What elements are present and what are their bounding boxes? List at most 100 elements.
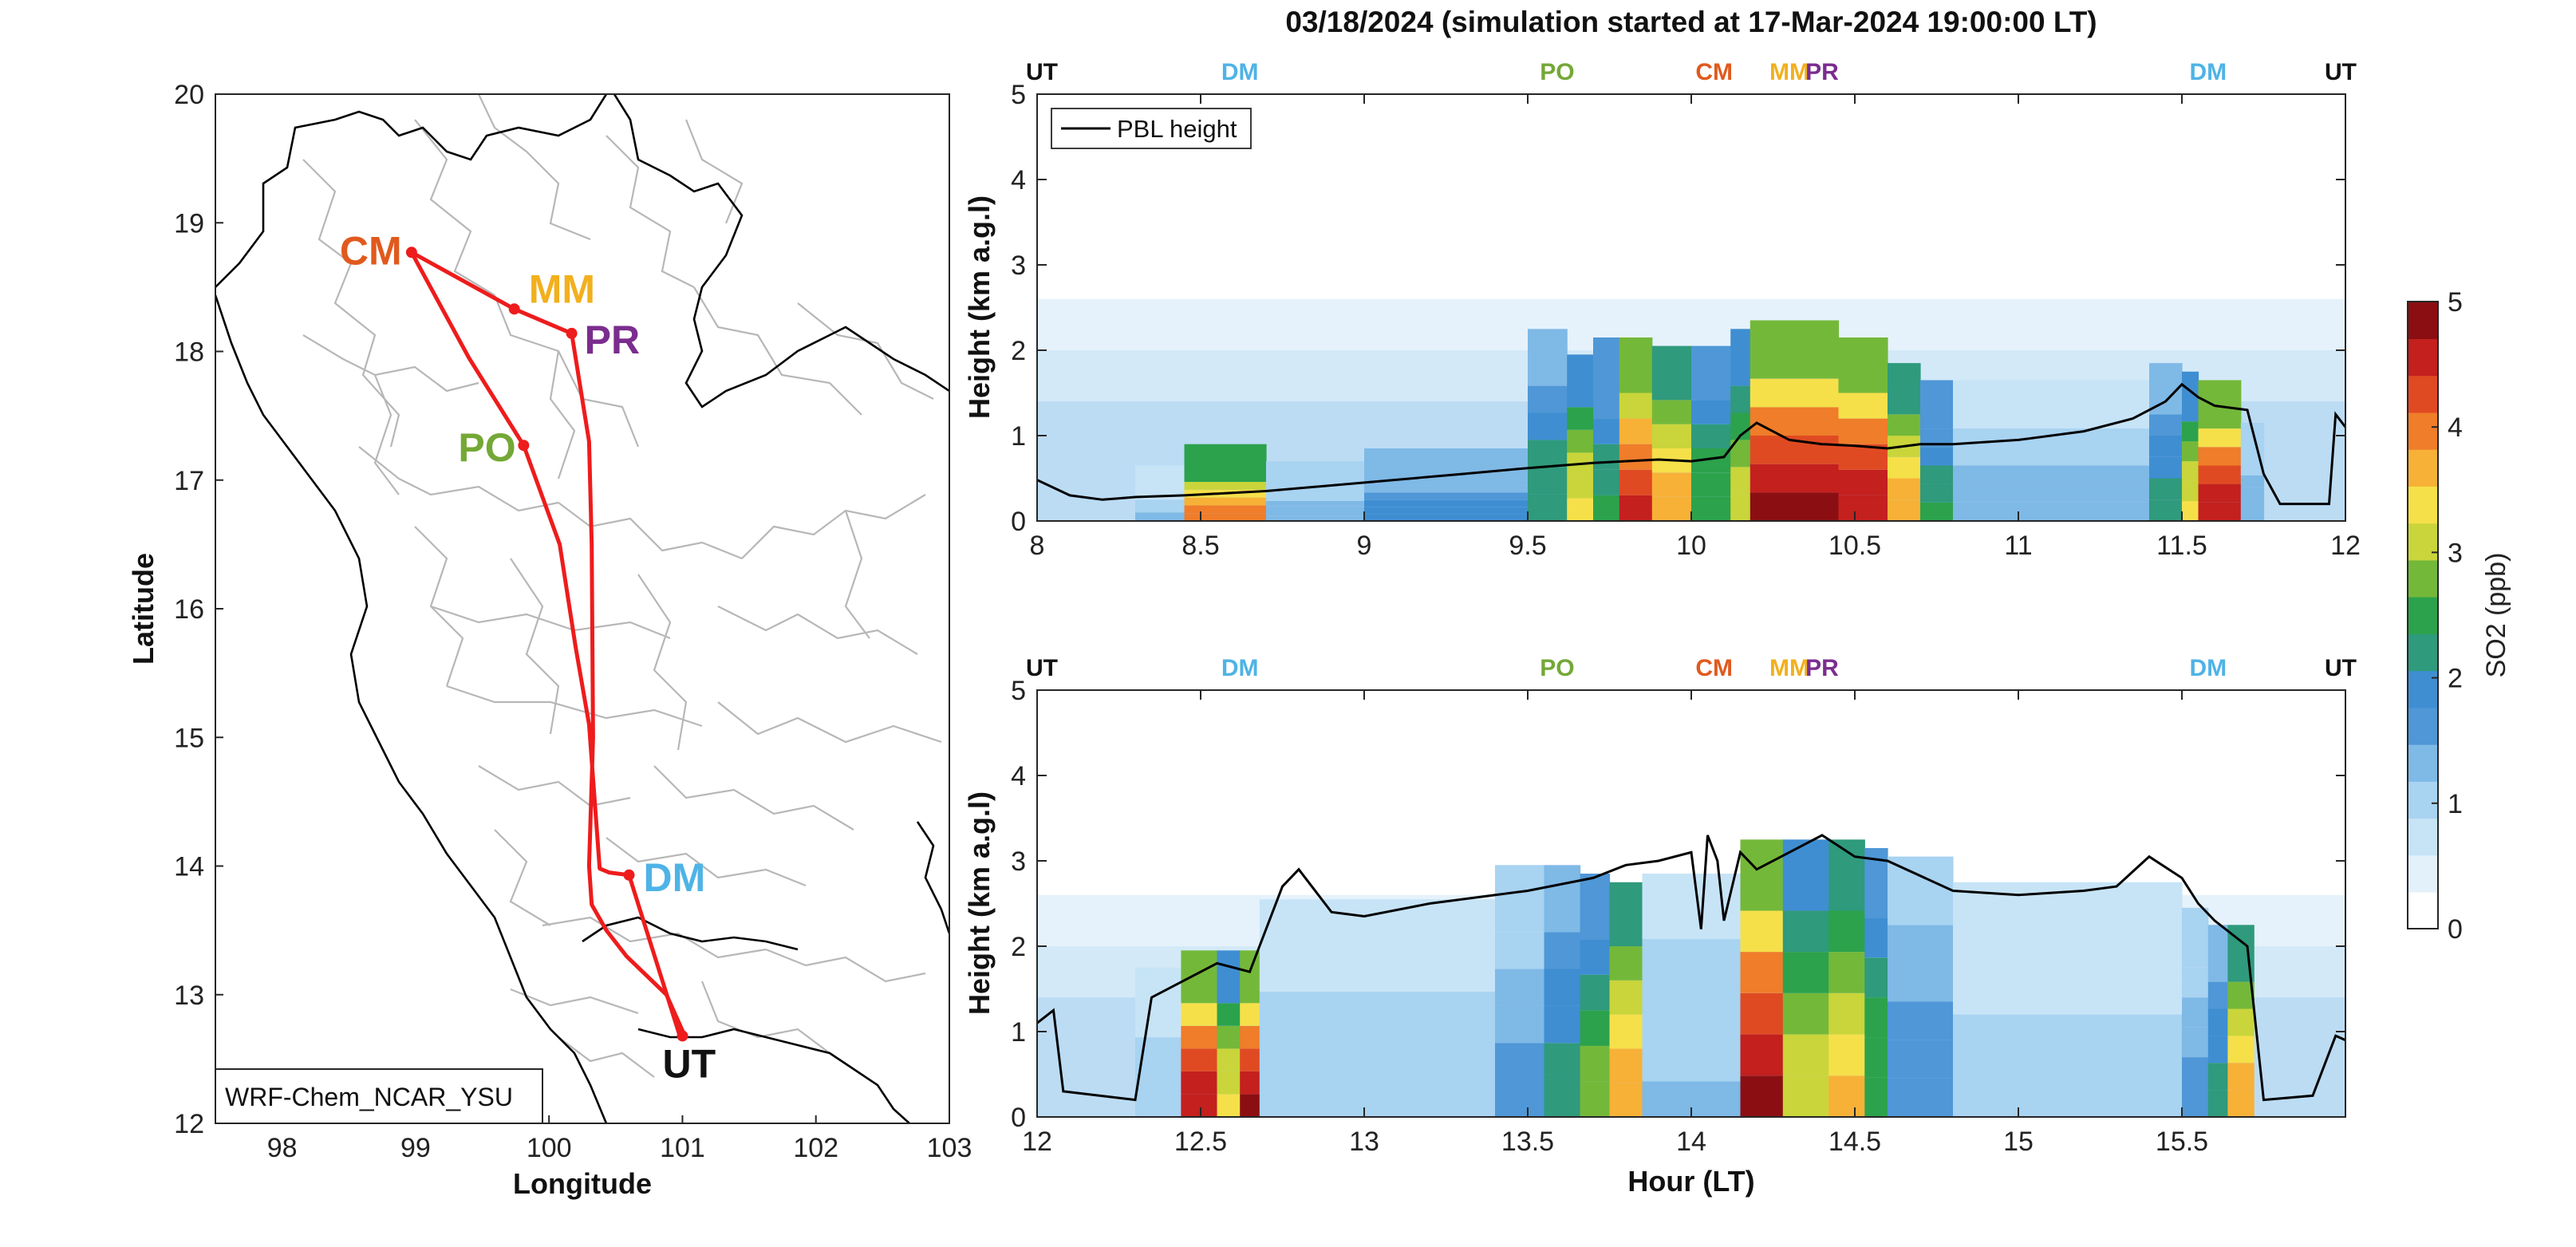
top-y-tick-label: 5 (1011, 80, 1026, 110)
so2-cell (1495, 1079, 1545, 1117)
map-y-tick-label: 12 (174, 1109, 204, 1139)
so2-cell (1953, 428, 2150, 448)
so2-cell (1184, 513, 1267, 521)
so2-cell (1364, 492, 1529, 500)
so2-cell (1953, 502, 2150, 521)
so2-cell (1528, 440, 1568, 468)
map-site-label-dm: DM (644, 855, 706, 900)
so2-cell (2227, 1008, 2254, 1036)
so2-cell (1181, 1048, 1218, 1071)
so2-cell (1740, 910, 1784, 953)
so2-cell (2149, 414, 2183, 436)
so2-cell (2182, 371, 2199, 422)
so2-cell (1495, 932, 1545, 969)
bottom-y-tick-label: 0 (1011, 1103, 1026, 1133)
so2-cell (1609, 1083, 1643, 1117)
so2-cell (2149, 478, 2183, 500)
province-line (700, 981, 830, 1054)
bottom-so2-field (1037, 834, 2345, 1117)
province-line (558, 502, 743, 560)
top-y-tick-label: 1 (1011, 421, 1026, 452)
so2-cell (1864, 917, 1888, 958)
so2-cell (1864, 997, 1888, 1038)
so2-cell (1528, 467, 1568, 495)
colorbar-step (2408, 338, 2438, 377)
bottom-x-tick-label: 13.5 (1501, 1127, 1554, 1157)
map-y-tick-label: 14 (174, 852, 204, 882)
so2-cell (2207, 925, 2228, 982)
bottom-y-tick-label: 1 (1011, 1017, 1026, 1048)
bottom-site-marker-pr: PR (1805, 655, 1839, 681)
top-site-marker-cm: CM (1695, 59, 1733, 85)
bottom-x-tick-label: 15 (2003, 1127, 2034, 1157)
province-line (637, 574, 688, 751)
so2-cell (1181, 1025, 1218, 1049)
colorbar-step (2408, 818, 2438, 856)
so2-cell (1364, 514, 1529, 521)
legend-label: PBL height (1117, 115, 1237, 143)
so2-cell (2198, 428, 2242, 448)
so2-cell (1528, 385, 1568, 413)
so2-cell (2227, 981, 2254, 1009)
so2-cell (2240, 487, 2265, 499)
so2-cell (1920, 502, 1954, 521)
top-x-ticks: 8 8.5 9 9.5 10 10.5 11 11.5 12 (1030, 94, 2361, 561)
so2-cell (1528, 412, 1568, 440)
colorbar-step (2408, 707, 2438, 745)
so2-cell (1266, 511, 1365, 516)
map-y-ticks: 12 13 14 15 16 17 18 19 20 (174, 80, 223, 1139)
so2-cell (1364, 485, 1529, 493)
so2-cell (1642, 874, 1742, 939)
site-dot-cm (405, 247, 417, 258)
so2-cell (1580, 1045, 1611, 1082)
so2-cell (2240, 498, 2265, 510)
so2-cell (2182, 997, 2209, 1028)
map-y-tick-label: 18 (174, 337, 204, 368)
so2-cell (1259, 1085, 1496, 1117)
so2-cell (1240, 950, 1260, 1004)
colorbar-tick-label: 2 (2448, 664, 2463, 694)
colorbar-step (2408, 523, 2438, 561)
colorbar-ticks: 0 1 2 3 4 5 (2432, 287, 2463, 945)
top-pbl-line (1037, 382, 2345, 506)
top-y-tick-label: 4 (1011, 165, 1026, 195)
so2-cell (1217, 950, 1241, 1004)
bottom-so2-columns (1135, 839, 2254, 1117)
so2-cell (2207, 1036, 2228, 1064)
so2-cell (1782, 910, 1829, 953)
so2-cell (2198, 465, 2242, 484)
so2-cell (1580, 1010, 1611, 1046)
so2-cell (2198, 502, 2242, 521)
so2-cell (2207, 1063, 2228, 1091)
so2-cell (1888, 963, 1954, 1002)
so2-cell (1364, 507, 1529, 515)
so2-cell (1953, 465, 2150, 484)
so2-cell (1593, 418, 1620, 444)
so2-cell (1259, 960, 1496, 992)
so2-cell (1838, 337, 1888, 393)
colorbar-tick-label: 4 (2448, 412, 2463, 443)
map-y-tick-label: 19 (174, 208, 204, 239)
top-site-marker-po: PO (1540, 59, 1574, 85)
so2-cell (1266, 501, 1365, 507)
province-line (653, 765, 854, 831)
so2-cell (1135, 465, 1185, 500)
so2-cell (1953, 1048, 2183, 1083)
so2-cell (1495, 1043, 1545, 1080)
bottom-y-ticks: 0 1 2 3 4 5 (1011, 676, 2345, 1133)
so2-cell (1888, 363, 1921, 415)
bottom-site-marker-cm: CM (1695, 655, 1733, 681)
map-x-tick-label: 101 (660, 1133, 705, 1163)
so2-cell (1567, 407, 1594, 430)
colorbar-step (2408, 891, 2438, 929)
so2-cell (1544, 969, 1581, 1006)
so2-cell (1135, 1017, 1181, 1038)
so2-cell (1240, 1048, 1260, 1071)
so2-cell (1619, 495, 1653, 521)
map-y-tick-label: 16 (174, 594, 204, 625)
so2-cell (1920, 465, 1954, 484)
so2-cell (1888, 1078, 1954, 1117)
coast-line (582, 916, 799, 951)
